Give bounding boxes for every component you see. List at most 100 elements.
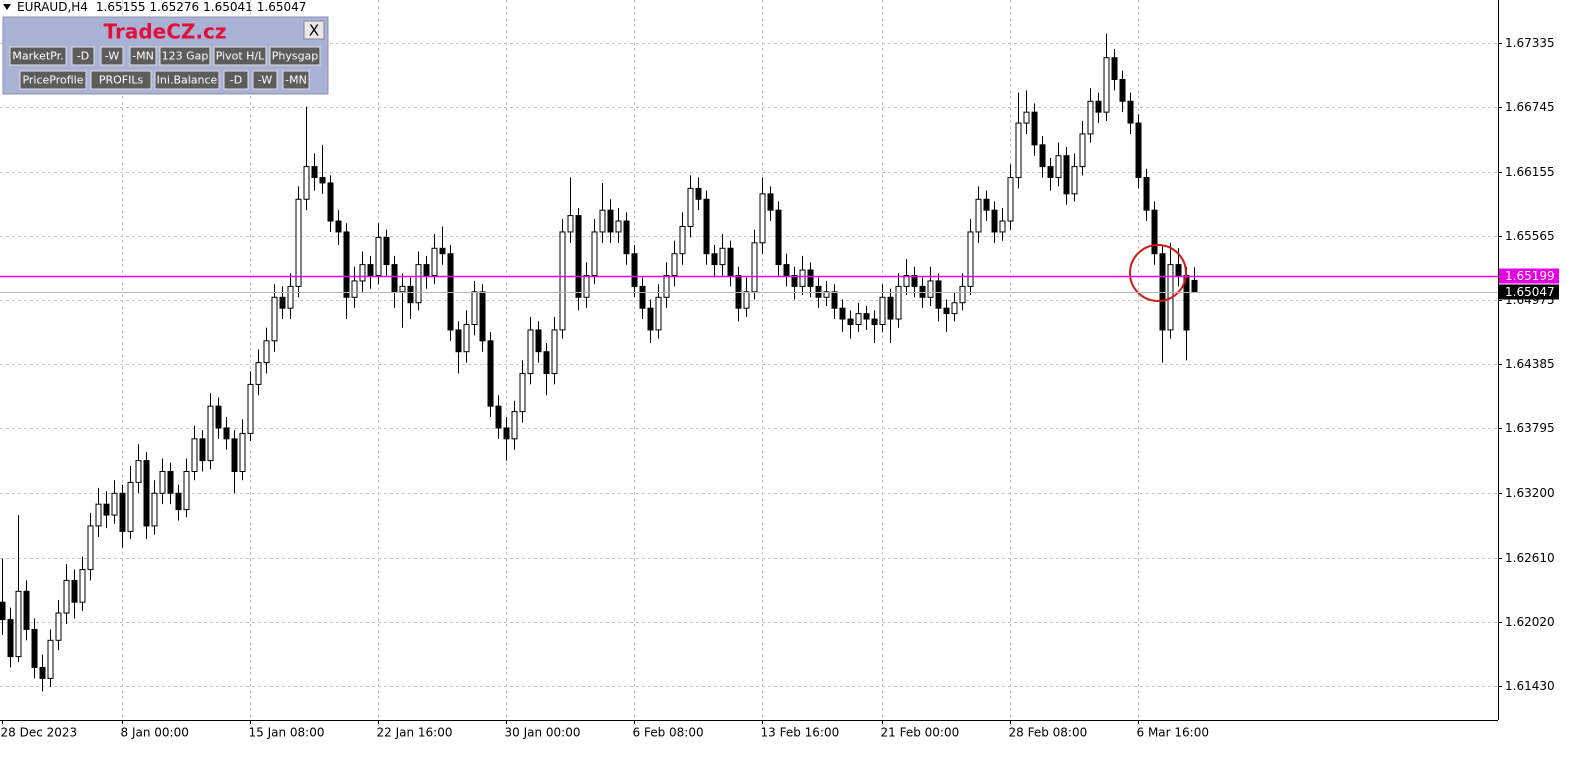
- button-bg[interactable]: [71, 46, 95, 66]
- grid: [0, 0, 1498, 720]
- button-label[interactable]: -W: [105, 50, 120, 63]
- candle-body: [167, 471, 174, 494]
- panel-button[interactable]: -MN: [129, 46, 157, 66]
- button-label[interactable]: PriceProfile: [22, 74, 83, 87]
- candle-body: [855, 313, 862, 326]
- candle-body: [839, 307, 846, 320]
- candle-body: [679, 225, 686, 255]
- candle-body: [511, 411, 518, 440]
- candle-body: [879, 296, 886, 326]
- x-tick-label: 21 Feb 00:00: [881, 726, 960, 740]
- button-label[interactable]: 123 Gap: [162, 50, 209, 63]
- button-label[interactable]: -D: [230, 74, 242, 87]
- candle-body: [311, 166, 318, 178]
- header-value: 1.65155: [96, 0, 146, 14]
- button-label[interactable]: PROFILs: [99, 74, 144, 87]
- candle-body: [471, 291, 478, 326]
- candle-body: [943, 307, 950, 315]
- button-label[interactable]: -MN: [285, 74, 307, 87]
- button-bg[interactable]: [90, 70, 152, 90]
- candle-body: [935, 280, 942, 309]
- panel-button[interactable]: -W: [252, 70, 278, 90]
- candle-body: [279, 296, 286, 309]
- close-label[interactable]: X: [309, 22, 319, 40]
- candle-body: [399, 285, 406, 293]
- candle-body: [503, 427, 510, 440]
- button-bg[interactable]: [252, 70, 278, 90]
- panel-button[interactable]: MarketPr.: [9, 46, 67, 66]
- header-symbol: EURAUD,H4: [17, 0, 88, 14]
- candle-body: [1007, 176, 1014, 222]
- candle-body: [1127, 100, 1134, 124]
- candle-body: [1047, 166, 1054, 178]
- panel: TradeCZ.cz X MarketPr. -D -W -MN 123 Gap Pivo…: [2, 16, 329, 95]
- candle-body: [303, 166, 310, 200]
- candle-body: [47, 639, 54, 679]
- candle-body: [215, 405, 222, 429]
- header-value: 1.65276: [150, 0, 200, 14]
- y-tick-label: 1.65565: [1505, 229, 1555, 243]
- candle-body: [127, 481, 134, 532]
- candle-body: [271, 296, 278, 342]
- panel-button[interactable]: PROFILs: [90, 70, 152, 90]
- candle-body: [191, 438, 198, 473]
- x-tick-label: 8 Jan 00:00: [121, 726, 189, 740]
- header-value: 1.65047: [257, 0, 307, 14]
- candle-body: [967, 231, 974, 287]
- candle-body: [639, 285, 646, 309]
- button-bg[interactable]: [269, 46, 321, 66]
- button-label[interactable]: -D: [77, 50, 89, 63]
- header-value: 1.65041: [203, 0, 253, 14]
- candle-body: [463, 324, 470, 353]
- candle-body: [359, 264, 366, 282]
- button-label[interactable]: Physgap: [272, 50, 319, 63]
- candle-body: [1159, 253, 1166, 331]
- button-bg[interactable]: [9, 46, 67, 66]
- panel-button[interactable]: Ini.Balance: [154, 70, 220, 90]
- candle-body: [1063, 155, 1070, 195]
- bid-tag-label: 1.65047: [1505, 285, 1555, 299]
- panel-button[interactable]: -D: [71, 46, 95, 66]
- menu-arrow: [3, 4, 11, 10]
- panel-button[interactable]: PriceProfile: [19, 70, 87, 90]
- candle-body: [1071, 166, 1078, 195]
- button-bg[interactable]: [129, 46, 157, 66]
- button-label[interactable]: -W: [258, 74, 273, 87]
- panel-button[interactable]: -W: [100, 46, 124, 66]
- candle-body: [31, 628, 38, 669]
- button-label[interactable]: Pivot H/L: [216, 50, 265, 63]
- candle-body: [343, 231, 350, 298]
- panel-button[interactable]: -MN: [282, 70, 310, 90]
- candle-body: [671, 253, 678, 276]
- button-bg[interactable]: [159, 46, 211, 66]
- panel-button[interactable]: Physgap: [269, 46, 321, 66]
- candle-body: [991, 209, 998, 233]
- panel-button[interactable]: 123 Gap: [159, 46, 211, 66]
- button-bg[interactable]: [223, 70, 249, 90]
- candle-body: [391, 264, 398, 293]
- button-label[interactable]: -MN: [132, 50, 154, 63]
- candle-body: [895, 285, 902, 320]
- button-bg[interactable]: [154, 70, 220, 90]
- price-tag: [1499, 268, 1559, 284]
- button-bg[interactable]: [19, 70, 87, 90]
- candle-body: [535, 329, 542, 353]
- button-label[interactable]: Ini.Balance: [157, 74, 218, 87]
- candle-body: [927, 280, 934, 298]
- x-tick-label: 15 Jan 08:00: [249, 726, 325, 740]
- x-tick-label: 28 Dec 2023: [1, 726, 78, 740]
- candle-body: [655, 296, 662, 331]
- candle-body: [295, 198, 302, 287]
- candle-body: [447, 253, 454, 331]
- button-bg[interactable]: [282, 70, 310, 90]
- close-button[interactable]: [303, 20, 325, 40]
- panel-button[interactable]: Pivot H/L: [213, 46, 267, 66]
- button-label[interactable]: MarketPr.: [12, 50, 63, 63]
- candle-body: [575, 215, 582, 298]
- button-bg[interactable]: [213, 46, 267, 66]
- candle-body: [7, 619, 14, 658]
- panel-button[interactable]: -D: [223, 70, 249, 90]
- candle-body: [383, 236, 390, 266]
- button-bg[interactable]: [100, 46, 124, 66]
